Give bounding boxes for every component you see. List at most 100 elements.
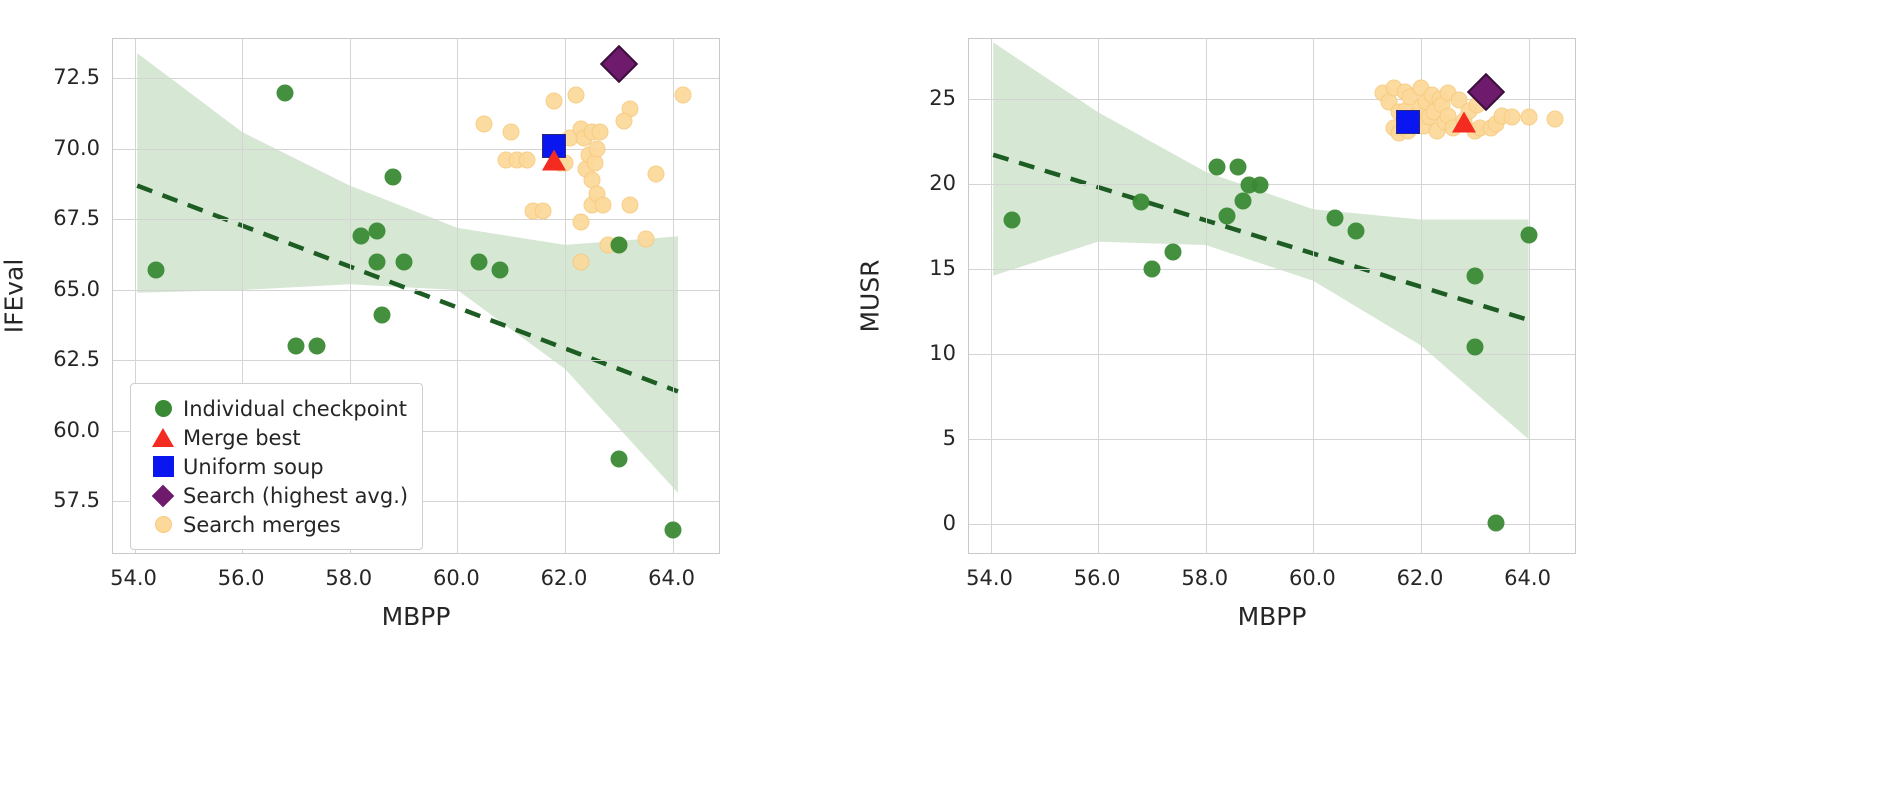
data-point-circle <box>287 337 305 355</box>
legend-label: Search merges <box>183 512 341 537</box>
x-axis-title-right: MBPP <box>1237 602 1307 631</box>
data-point-triangle <box>1452 111 1476 133</box>
legend-label: Merge best <box>183 425 301 450</box>
x-tick-label: 58.0 <box>1181 566 1229 590</box>
legend-label: Search (highest avg.) <box>183 483 409 508</box>
gridline-horizontal <box>969 268 1575 270</box>
y-tick-label: 67.5 <box>53 206 100 231</box>
data-point-circle <box>470 253 488 271</box>
data-point-circle <box>491 261 509 279</box>
data-point-circle <box>1132 193 1150 211</box>
data-point-circle <box>1466 267 1484 285</box>
data-point-circle <box>545 92 563 110</box>
data-point-circle <box>647 165 665 183</box>
data-point-circle <box>1347 222 1365 240</box>
data-point-triangle <box>542 149 567 171</box>
data-point-circle <box>1164 243 1182 261</box>
regression-layer <box>992 42 1530 440</box>
data-point-circle <box>534 202 552 220</box>
gridline-horizontal <box>113 219 719 221</box>
y-tick-label: 20 <box>929 170 956 195</box>
circle-icon <box>143 400 183 417</box>
data-point-circle <box>395 253 413 271</box>
data-point-circle <box>664 521 682 539</box>
gridline-vertical <box>1313 39 1315 553</box>
x-axis-title-left: MBPP <box>381 602 451 631</box>
y-axis-title-left: IFEval <box>0 258 29 334</box>
panel-ifeval: MBPP IFEval Individual checkpoint Merge b… <box>0 38 720 631</box>
gridline-horizontal <box>969 439 1575 441</box>
y-tick-label: 0 <box>942 511 956 536</box>
data-point-circle <box>1003 211 1021 228</box>
gridline-vertical <box>242 39 244 553</box>
data-point-circle <box>588 140 606 158</box>
gridline-vertical <box>134 39 136 553</box>
data-point-circle <box>1466 338 1484 356</box>
gridline-horizontal <box>969 524 1575 526</box>
data-point-circle <box>610 450 628 468</box>
gridline-horizontal <box>113 78 719 80</box>
legend-item-3[interactable]: Search (highest avg.) <box>143 481 408 510</box>
legend-item-1[interactable]: Merge best <box>143 423 408 452</box>
data-point-circle <box>1520 108 1538 126</box>
gridline-vertical <box>990 39 992 553</box>
data-point-circle <box>1143 260 1161 278</box>
y-tick-label: 25 <box>929 85 956 110</box>
data-point-circle <box>373 306 391 324</box>
data-point-circle <box>1326 209 1344 227</box>
gridline-vertical <box>1205 39 1207 553</box>
x-tick-label: 56.0 <box>217 566 265 590</box>
x-tick-label: 64.0 <box>1504 566 1551 590</box>
y-tick-label: 65.0 <box>53 276 100 301</box>
data-point-circle <box>610 236 628 254</box>
y-tick-label: 10 <box>929 341 956 366</box>
data-point-circle <box>368 222 386 240</box>
diamond-icon <box>143 484 183 507</box>
gridline-vertical <box>457 39 459 553</box>
legend-label: Individual checkpoint <box>183 396 407 421</box>
data-point-circle <box>1229 158 1247 176</box>
data-point-circle <box>384 168 402 186</box>
x-tick-label: 60.0 <box>1288 566 1336 590</box>
x-tick-label: 62.0 <box>540 566 588 590</box>
x-tick-label: 54.0 <box>966 566 1013 590</box>
gridline-vertical <box>1098 39 1100 553</box>
gridline-horizontal <box>113 148 719 150</box>
legend-item-2[interactable]: Uniform soup <box>143 452 408 481</box>
data-point-circle <box>475 115 493 133</box>
data-point-circle <box>1234 192 1252 210</box>
gridline-vertical <box>349 39 351 553</box>
plot-area-musr <box>968 38 1576 554</box>
x-tick-label: 56.0 <box>1073 566 1121 590</box>
y-tick-label: 70.0 <box>53 135 100 160</box>
legend-item-0[interactable]: Individual checkpoint <box>143 394 408 423</box>
data-point-circle <box>1208 158 1225 176</box>
data-point-circle <box>1218 207 1236 225</box>
data-point-circle <box>352 227 369 245</box>
gridline-horizontal <box>113 360 719 362</box>
gridline-horizontal <box>969 183 1575 185</box>
legend-box: Individual checkpoint Merge best Uniform s… <box>130 383 424 550</box>
data-point-circle <box>615 112 633 130</box>
gridline-vertical <box>672 39 674 553</box>
data-point-circle <box>572 213 590 231</box>
triangle-icon <box>143 428 183 447</box>
x-tick-label: 60.0 <box>432 566 480 590</box>
data-point-circle <box>368 253 386 271</box>
data-point-circle <box>1520 226 1538 244</box>
data-point-circle <box>502 123 520 141</box>
data-point-circle <box>518 151 536 169</box>
data-point-circle <box>1251 176 1269 194</box>
gridline-vertical <box>1420 39 1422 553</box>
circle-icon <box>143 516 183 533</box>
data-point-circle <box>276 84 294 102</box>
y-axis-title-right: MUSR <box>855 259 885 333</box>
legend-label: Uniform soup <box>183 454 324 479</box>
legend-item-4[interactable]: Search merges <box>143 510 408 539</box>
data-point-circle <box>308 337 326 355</box>
y-tick-label: 62.5 <box>53 347 100 372</box>
gridline-vertical <box>1528 39 1530 553</box>
square-icon <box>143 456 183 477</box>
data-point-circle <box>594 196 612 214</box>
